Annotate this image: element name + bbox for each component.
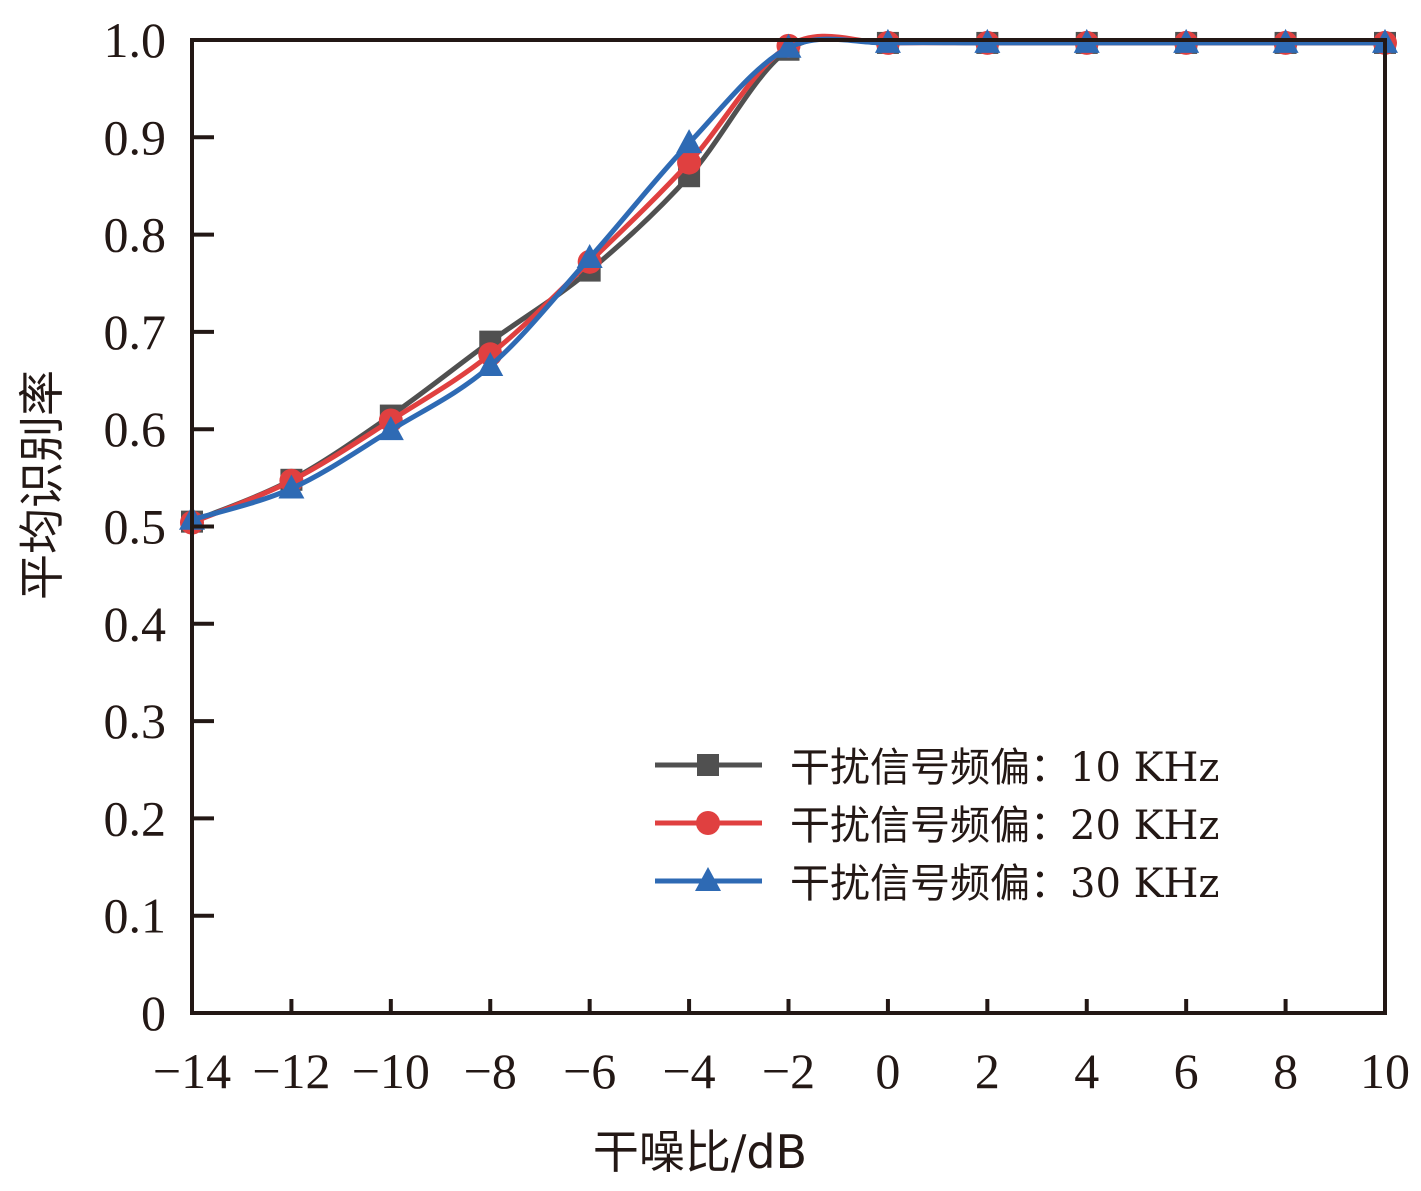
x-tick-label: −8: [464, 1043, 517, 1099]
y-tick-label: 0.6: [104, 401, 167, 457]
triangle-marker: [695, 867, 721, 891]
legend-item: 干扰信号频偏：10 KHz: [655, 745, 1219, 791]
legend-item: 干扰信号频偏：30 KHz: [655, 861, 1219, 907]
triangle-marker: [278, 474, 305, 499]
legend-label: 干扰信号频偏：20 KHz: [790, 803, 1219, 849]
triangle-marker: [775, 33, 802, 58]
x-tick-label: 2: [975, 1043, 1000, 1099]
x-tick-label: 8: [1273, 1043, 1298, 1099]
x-tick-label: 0: [875, 1043, 900, 1099]
x-tick-label: 10: [1360, 1043, 1410, 1099]
x-tick-label: −6: [563, 1043, 616, 1099]
triangle-marker: [477, 351, 504, 376]
x-axis-label: 干噪比/dB: [593, 1125, 807, 1179]
legend-label: 干扰信号频偏：30 KHz: [790, 861, 1219, 907]
y-tick-label: 0.1: [104, 888, 167, 944]
x-tick-label: 6: [1174, 1043, 1199, 1099]
x-tick-label: −2: [762, 1043, 815, 1099]
y-tick-label: 0.4: [104, 596, 167, 652]
series-line: [191, 35, 1385, 524]
y-tick-label: 0.2: [104, 790, 167, 846]
y-tick-label: 1.0: [104, 12, 167, 68]
legend-item: 干扰信号频偏：20 KHz: [655, 803, 1219, 849]
triangle-marker: [377, 416, 404, 441]
legend-label: 干扰信号频偏：10 KHz: [790, 745, 1219, 791]
circle-marker: [677, 150, 702, 175]
x-tick-label: −14: [153, 1043, 231, 1099]
y-tick-label: 0.7: [104, 304, 167, 360]
y-tick-label: 0.5: [104, 499, 167, 555]
y-tick-label: 0.8: [104, 207, 167, 263]
x-tick-label: −10: [352, 1043, 430, 1099]
series-line: [191, 33, 1385, 525]
y-tick-label: 0.9: [104, 109, 167, 165]
x-tick-label: 4: [1074, 1043, 1099, 1099]
x-tick-label: −4: [662, 1043, 715, 1099]
series-line: [191, 36, 1385, 523]
legend: 干扰信号频偏：10 KHz 干扰信号频偏：20 KHz 干扰信号频偏：30 KHz: [655, 745, 1219, 907]
y-tick-label: 0.3: [104, 693, 167, 749]
series-1: [181, 31, 1396, 533]
y-tick-label: 0: [141, 985, 166, 1041]
triangle-marker: [576, 243, 603, 268]
y-axis-label: 平均识别率: [15, 370, 69, 600]
series-2: [180, 30, 1397, 535]
x-tick-label: −12: [252, 1043, 330, 1099]
circle-marker: [696, 811, 720, 835]
series-3: [179, 28, 1398, 530]
triangle-marker: [676, 129, 703, 154]
square-marker: [697, 754, 719, 776]
